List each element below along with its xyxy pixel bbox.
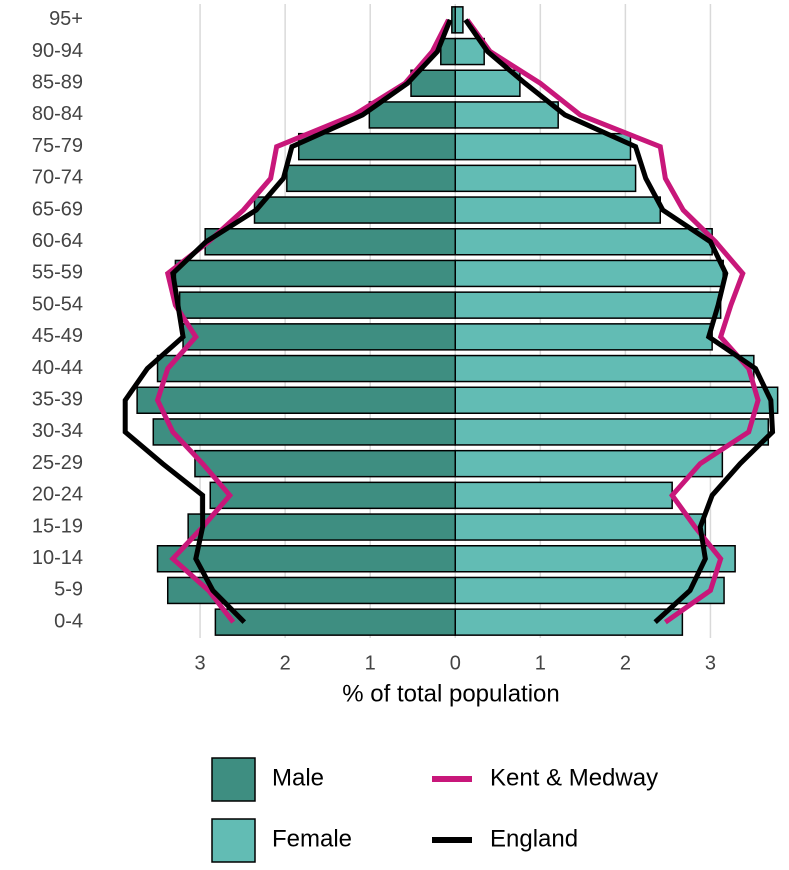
y-tick-label: 0-4	[54, 610, 83, 632]
y-tick-label: 90-94	[32, 40, 83, 62]
bar	[454, 69, 521, 97]
population-line	[154, 18, 451, 624]
bar	[454, 164, 637, 193]
bar	[156, 354, 457, 383]
bar	[214, 608, 457, 636]
bar	[454, 291, 722, 319]
y-tick-label: 45-49	[32, 325, 83, 347]
y-tick-label: 60-64	[32, 230, 83, 252]
bar	[454, 545, 736, 573]
y-tick-label: 10-14	[32, 547, 83, 569]
y-tick-label: 20-24	[32, 484, 83, 506]
bar	[297, 132, 457, 161]
y-tick-label: 35-39	[32, 389, 83, 411]
legend-label: Female	[272, 825, 352, 852]
x-tick-label: 3	[705, 652, 716, 674]
bar	[454, 228, 713, 256]
bar	[454, 386, 779, 414]
x-tick-label: 2	[280, 652, 291, 674]
y-tick-label: 30-34	[32, 420, 83, 442]
x-tick-label: 0	[450, 652, 461, 674]
bar	[187, 513, 457, 541]
bar	[182, 323, 457, 351]
bar	[454, 449, 724, 478]
bar	[136, 386, 457, 414]
y-tick-label: 5-9	[54, 579, 83, 601]
bar	[178, 291, 457, 319]
x-tick-label: 1	[535, 652, 546, 674]
bar	[368, 101, 457, 129]
bar	[286, 164, 457, 193]
bar	[152, 418, 457, 446]
bar	[454, 259, 724, 288]
x-tick-label: 3	[195, 652, 206, 674]
bar	[454, 132, 632, 161]
legend-label: Kent & Medway	[490, 764, 658, 791]
legend-swatch	[211, 757, 256, 802]
y-tick-label: 65-69	[32, 198, 83, 220]
y-tick-label: 25-29	[32, 452, 83, 474]
y-tick-label: 50-54	[32, 293, 83, 315]
y-tick-label: 80-84	[32, 103, 83, 125]
bar	[454, 481, 673, 510]
x-tick-label: 1	[365, 652, 376, 674]
y-tick-label: 95+	[49, 8, 83, 30]
bar	[174, 259, 457, 288]
bar	[253, 196, 457, 224]
bar	[454, 354, 755, 383]
bar	[454, 196, 662, 224]
bar	[454, 101, 559, 129]
y-tick-label: 40-44	[32, 357, 83, 379]
legend-label: Male	[272, 764, 324, 791]
bar	[209, 481, 457, 510]
x-tick-label: 2	[620, 652, 631, 674]
legend-label: England	[490, 825, 578, 852]
bar	[454, 6, 464, 34]
bar	[204, 228, 457, 256]
y-tick-label: 55-59	[32, 262, 83, 284]
bar	[194, 449, 457, 478]
y-tick-label: 15-19	[32, 515, 83, 537]
y-tick-label: 75-79	[32, 135, 83, 157]
x-axis-title: % of total population	[342, 680, 560, 707]
y-tick-label: 70-74	[32, 167, 83, 189]
population-line	[463, 18, 776, 625]
legend-swatch	[211, 818, 256, 863]
bar	[454, 608, 684, 636]
bar	[156, 545, 457, 573]
population-line	[122, 18, 453, 624]
bar	[454, 323, 713, 351]
y-tick-label: 85-89	[32, 72, 83, 94]
bar	[454, 418, 770, 446]
population-line	[465, 18, 761, 625]
bar	[454, 513, 707, 541]
